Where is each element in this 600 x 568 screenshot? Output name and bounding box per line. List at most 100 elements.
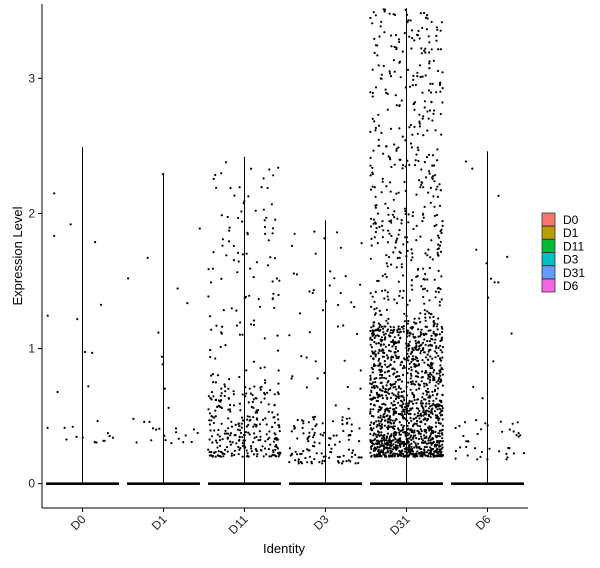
data-point [328, 284, 331, 287]
data-point [426, 129, 429, 132]
data-point [372, 364, 375, 368]
data-point [417, 372, 420, 375]
data-point [389, 425, 393, 428]
data-point [233, 449, 236, 452]
data-point [385, 145, 388, 148]
data-point [441, 224, 444, 227]
data-point [417, 442, 420, 445]
data-point [441, 71, 444, 74]
data-point [87, 385, 90, 388]
data-point [258, 423, 262, 426]
data-point [369, 156, 372, 159]
data-point [288, 447, 291, 450]
data-point [395, 397, 398, 400]
data-point [250, 323, 253, 326]
data-point [389, 435, 393, 438]
data-point [387, 424, 390, 427]
data-point [416, 430, 420, 433]
data-point [158, 427, 161, 430]
data-point [481, 397, 484, 400]
data-point [378, 451, 381, 454]
data-point [273, 432, 276, 435]
data-point [221, 244, 224, 247]
data-point [512, 452, 516, 455]
data-point [440, 330, 444, 334]
data-point [411, 214, 414, 218]
data-point [390, 402, 393, 405]
data-point [387, 229, 390, 232]
data-point [372, 439, 375, 442]
data-point [429, 91, 433, 94]
data-point [398, 421, 401, 424]
data-point [473, 447, 477, 450]
data-point [390, 219, 393, 222]
data-point [386, 432, 389, 435]
data-point [220, 331, 223, 334]
data-point [267, 448, 270, 451]
data-point [393, 163, 396, 166]
data-point [434, 129, 437, 132]
data-point [93, 441, 96, 444]
data-point [441, 220, 444, 223]
data-point [418, 341, 421, 344]
data-point [375, 391, 378, 394]
data-point [501, 430, 504, 433]
violin-group-d6 [451, 160, 526, 485]
data-point [376, 212, 380, 215]
data-point [239, 431, 243, 435]
data-point [396, 444, 399, 447]
data-point [150, 439, 153, 442]
data-point [373, 236, 376, 239]
data-point [345, 460, 348, 463]
data-point [379, 408, 382, 411]
data-point [407, 355, 410, 358]
data-point [238, 186, 241, 189]
data-point [418, 179, 421, 182]
data-point [382, 152, 385, 155]
data-point [440, 298, 443, 301]
data-point [416, 146, 419, 149]
data-point [427, 344, 430, 347]
data-point [436, 328, 439, 331]
data-point [400, 219, 403, 222]
data-point [392, 446, 396, 449]
data-point [383, 439, 386, 442]
data-point [318, 442, 321, 445]
data-point [227, 240, 231, 243]
data-point [424, 252, 427, 255]
data-point [421, 75, 424, 78]
data-point [402, 402, 405, 405]
data-point [435, 445, 438, 448]
data-point [424, 441, 427, 444]
data-point [335, 434, 338, 437]
data-point [399, 363, 402, 367]
data-point [431, 437, 435, 440]
data-point [432, 59, 435, 62]
data-point [420, 447, 423, 451]
data-point [441, 368, 444, 371]
data-point [210, 435, 214, 438]
data-point [370, 326, 373, 329]
data-point [409, 416, 412, 420]
data-point [375, 439, 378, 442]
data-point [409, 352, 413, 355]
data-point [377, 124, 381, 127]
data-point [216, 433, 219, 436]
data-point [381, 397, 384, 400]
data-point [431, 412, 434, 415]
data-point [430, 239, 433, 242]
data-point [213, 451, 216, 455]
data-point [402, 325, 405, 328]
data-point [411, 37, 414, 40]
data-point [331, 420, 335, 423]
data-point [290, 452, 294, 455]
data-point [296, 453, 299, 456]
data-point [271, 411, 274, 414]
data-point [412, 333, 415, 336]
data-point [420, 435, 423, 438]
data-point [272, 440, 275, 443]
data-point [417, 359, 420, 363]
data-point [379, 420, 383, 423]
data-point [294, 450, 297, 453]
data-point [393, 382, 396, 385]
